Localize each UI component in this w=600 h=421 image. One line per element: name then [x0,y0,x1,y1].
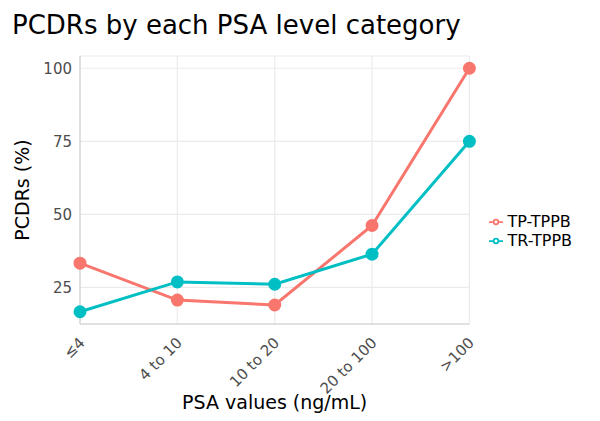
svg-text:75: 75 [53,133,72,151]
svg-text:PCDRs (%): PCDRs (%) [11,139,33,240]
html-text:TR-TPPB: TR-TPPB [507,230,572,250]
svg-text:10 to 20: 10 to 20 [226,334,283,391]
svg-text:50: 50 [53,206,72,224]
svg-text:≤4: ≤4 [60,334,88,362]
html-text:TP-TPPB: TP-TPPB [507,211,571,231]
svg-text:4 to 10: 4 to 10 [135,334,185,384]
html-text:PCDRs by each PSA level catego: PCDRs by each PSA level category [12,10,461,40]
svg-text:>100: >100 [436,334,478,376]
svg-text:20 to 100: 20 to 100 [317,334,381,398]
svg-text:100: 100 [43,60,72,78]
svg-text:PSA values (ng/mL): PSA values (ng/mL) [182,391,367,413]
svg-text:25: 25 [53,279,72,297]
